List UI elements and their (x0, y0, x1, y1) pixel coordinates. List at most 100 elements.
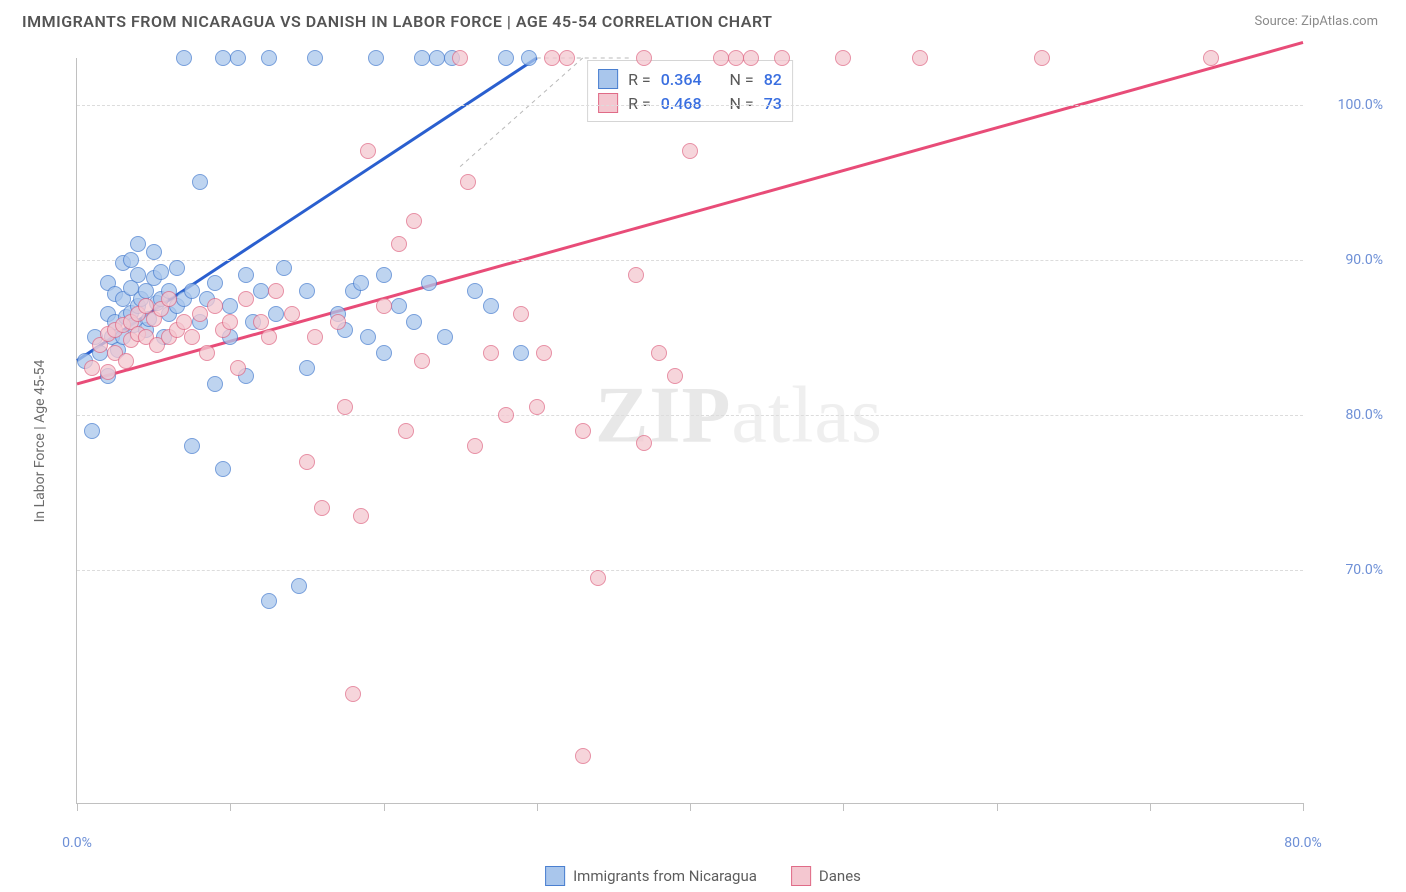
nicaragua-point (276, 260, 292, 276)
gridline (77, 260, 1303, 261)
y-tick-label: 90.0% (1313, 252, 1383, 268)
x-tick-mark (1150, 803, 1151, 811)
plot-area: In Labor Force | Age 45-54 ZIPatlas R = … (48, 50, 1388, 832)
nicaragua-point (360, 329, 376, 345)
nicaragua-point (184, 438, 200, 454)
nicaragua-point (291, 578, 307, 594)
nicaragua-point (376, 267, 392, 283)
nicaragua-point (414, 50, 430, 66)
x-tick-mark (230, 803, 231, 811)
nicaragua-point (421, 275, 437, 291)
x-tick-mark (1303, 803, 1304, 811)
nicaragua-point (215, 461, 231, 477)
legend-item-nicaragua: Immigrants from Nicaragua (545, 866, 757, 886)
danes-point (222, 314, 238, 330)
nicaragua-point (130, 267, 146, 283)
nicaragua-point (230, 50, 246, 66)
y-tick-label: 100.0% (1313, 97, 1383, 113)
nicaragua-point (391, 298, 407, 314)
nicaragua-point (123, 252, 139, 268)
x-tick-mark (843, 803, 844, 811)
danes-point (414, 353, 430, 369)
danes-point (728, 50, 744, 66)
nicaragua-point (513, 345, 529, 361)
nicaragua-point (299, 283, 315, 299)
danes-point (682, 143, 698, 159)
x-tick-mark (77, 803, 78, 811)
r-label: R = (628, 94, 651, 113)
danes-swatch (598, 93, 618, 113)
nicaragua-point (222, 298, 238, 314)
nicaragua-point (406, 314, 422, 330)
x-tick-label: 0.0% (47, 835, 107, 851)
danes-point (774, 50, 790, 66)
danes-point (337, 399, 353, 415)
n-label: N = (730, 70, 754, 89)
danes-point (575, 423, 591, 439)
nicaragua-point (483, 298, 499, 314)
nicaragua-point (261, 593, 277, 609)
danes-point (268, 283, 284, 299)
danes-point (100, 364, 116, 380)
legend: Immigrants from Nicaragua Danes (545, 866, 861, 886)
danes-point (536, 345, 552, 361)
legend-item-danes: Danes (791, 866, 861, 886)
nicaragua-point (521, 50, 537, 66)
r-label: R = (628, 70, 651, 89)
nicaragua-point (299, 360, 315, 376)
nicaragua-point (376, 345, 392, 361)
danes-point (467, 438, 483, 454)
danes-point (1034, 50, 1050, 66)
danes-point (230, 360, 246, 376)
n-value: 82 (764, 70, 782, 89)
x-tick-mark (384, 803, 385, 811)
scatter-plot: ZIPatlas R = 0.364N = 82R = 0.468N = 73 … (76, 58, 1303, 804)
danes-point (284, 306, 300, 322)
danes-legend-swatch (791, 866, 811, 886)
danes-point (529, 399, 545, 415)
correlation-stats: R = 0.364N = 82R = 0.468N = 73 (587, 60, 793, 122)
nicaragua-point (307, 50, 323, 66)
y-axis-label: In Labor Force | Age 45-54 (32, 360, 48, 523)
nicaragua-point (146, 244, 162, 260)
nicaragua-point (498, 50, 514, 66)
danes-point (207, 298, 223, 314)
danes-point (544, 50, 560, 66)
x-tick-mark (997, 803, 998, 811)
y-tick-label: 70.0% (1313, 562, 1383, 578)
danes-point (376, 298, 392, 314)
danes-point (483, 345, 499, 361)
danes-point (559, 50, 575, 66)
danes-point (513, 306, 529, 322)
danes-point (743, 50, 759, 66)
danes-point (161, 291, 177, 307)
danes-point (1203, 50, 1219, 66)
danes-point (651, 345, 667, 361)
r-value: 0.468 (661, 94, 702, 113)
legend-label: Danes (819, 867, 861, 885)
gridline (77, 415, 1303, 416)
x-tick-label: 80.0% (1273, 835, 1333, 851)
danes-point (575, 748, 591, 764)
danes-point (330, 314, 346, 330)
nicaragua-point (253, 283, 269, 299)
y-tick-label: 80.0% (1313, 407, 1383, 423)
stats-row-nicaragua: R = 0.364N = 82 (598, 67, 782, 91)
danes-point (912, 50, 928, 66)
nicaragua-swatch (598, 69, 618, 89)
danes-point (184, 329, 200, 345)
danes-point (590, 570, 606, 586)
danes-point (398, 423, 414, 439)
danes-point (406, 213, 422, 229)
danes-point (353, 508, 369, 524)
danes-point (713, 50, 729, 66)
nicaragua-point (467, 283, 483, 299)
source-label: Source: ZipAtlas.com (1254, 14, 1378, 29)
danes-point (118, 353, 134, 369)
nicaragua-point (437, 329, 453, 345)
danes-point (460, 174, 476, 190)
trend-lines (77, 58, 1303, 803)
danes-point (498, 407, 514, 423)
danes-point (238, 291, 254, 307)
danes-point (636, 435, 652, 451)
